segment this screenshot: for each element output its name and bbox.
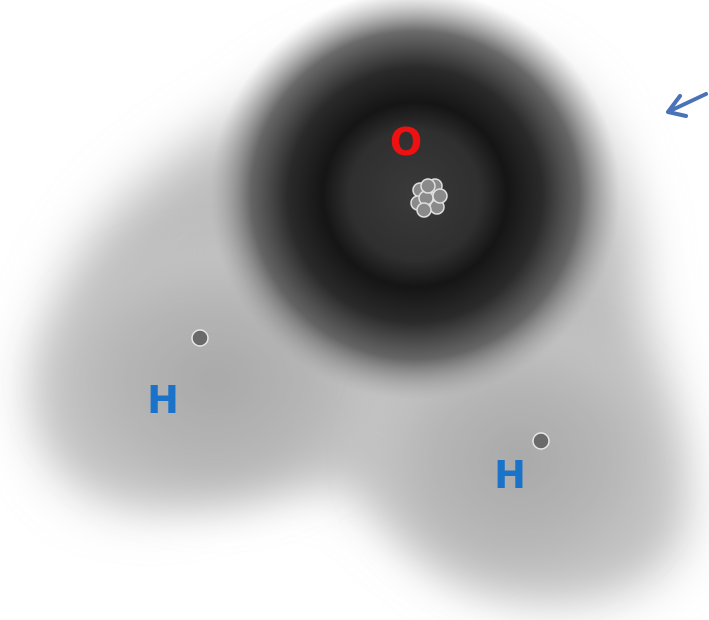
oxygen-label: O [390, 120, 422, 164]
arrow-icon [666, 92, 708, 118]
nucleon [416, 202, 432, 218]
nucleon [420, 178, 436, 194]
nucleon [432, 188, 448, 204]
arrow-head [666, 94, 688, 118]
hydrogen-nucleus-left [191, 329, 209, 347]
hydrogen-label-right: H [494, 453, 526, 497]
electron-cloud [25, 0, 690, 610]
hydrogen-nucleus-right [532, 432, 550, 450]
arrow-shaft [670, 92, 708, 112]
oxygen-nucleus [410, 178, 448, 218]
hydrogen-label-left: H [147, 378, 179, 422]
